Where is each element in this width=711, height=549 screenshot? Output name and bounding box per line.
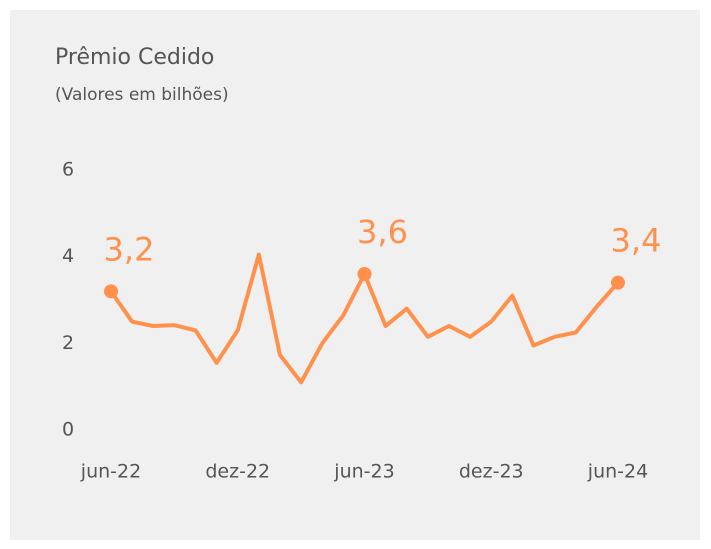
y-tick-label: 6: [62, 159, 74, 181]
y-tick-label: 2: [62, 332, 74, 354]
x-tick-label: jun-22: [80, 461, 141, 483]
x-tick-label: dez-23: [459, 461, 524, 483]
panel: [10, 10, 700, 540]
point-marker: [357, 267, 372, 281]
chart-title: Prêmio Cedido: [55, 45, 214, 70]
x-tick-label: jun-24: [587, 461, 648, 483]
chart-subtitle: (Valores em bilhões): [55, 85, 229, 105]
y-tick-label: 4: [62, 245, 74, 267]
y-tick-label: 0: [62, 419, 74, 441]
data-label: 3,2: [104, 230, 155, 268]
data-label: 3,6: [357, 213, 408, 251]
data-label: 3,4: [611, 222, 662, 260]
x-tick-label: dez-22: [205, 461, 270, 483]
x-tick-label: jun-23: [333, 461, 394, 483]
point-marker: [104, 284, 118, 299]
point-marker: [611, 275, 625, 290]
